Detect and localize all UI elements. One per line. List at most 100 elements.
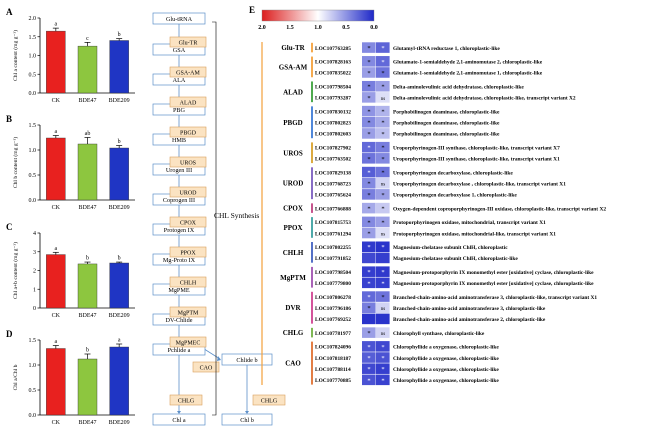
enzyme-box (252, 394, 286, 406)
heatmap-cell (362, 313, 376, 325)
significance-mark: * (367, 355, 370, 362)
metabolite-label: Chl a (172, 417, 185, 424)
significance-mark: * (367, 366, 370, 373)
y-tick-label: 0.0 (29, 91, 37, 97)
enzyme-group-label: CPOX (283, 205, 303, 213)
significance-mark: * (367, 109, 370, 116)
gene-id: LOC107765624 (315, 193, 351, 199)
y-tick-label: 1.5 (29, 338, 37, 344)
gene-description: Uroporphyrinogen-III synthase, chloropla… (393, 157, 560, 163)
enzyme-box (192, 361, 220, 373)
x-tick-label: CK (52, 313, 61, 319)
metabolite-label: PBG (173, 107, 186, 114)
gene-id: LOC107798504 (315, 270, 351, 276)
gene-id: LOC107763502 (315, 157, 351, 163)
enzyme-label: CHLG (178, 399, 195, 405)
enzyme-label: ALAD (180, 101, 197, 107)
significance-mark: * (367, 45, 370, 52)
bar-chart-d: 0.0 0.5 1.0 1.5 Chl a/Chl b a CK b BDE47 a BDE209 (13, 338, 135, 426)
significance-mark: * (367, 269, 370, 276)
enzyme-group-label: PBGD (283, 119, 302, 127)
gene-id: LOC107798504 (315, 84, 351, 90)
enzyme-label: PPOX (180, 251, 196, 257)
gene-id: LOC107830132 (315, 109, 351, 115)
heatmap-cell (376, 277, 390, 289)
enzyme-box (169, 246, 207, 258)
heatmap-cell (376, 252, 390, 264)
y-tick-label: 1.5 (29, 35, 37, 41)
metabolite-label: Chl b (240, 417, 254, 424)
arrow-head (177, 411, 181, 414)
heatmap-cell (376, 166, 390, 178)
heatmap-cell (376, 117, 390, 128)
heatmap-cell (376, 128, 390, 139)
metabolite-label: GSA (173, 47, 186, 54)
gene-id: LOC107802255 (315, 245, 351, 251)
significance-mark: * (381, 377, 384, 384)
significance-mark: * (367, 377, 370, 384)
panel-label-e: E (249, 5, 255, 15)
enzyme-box (169, 126, 207, 138)
heatmap-cell (362, 177, 376, 189)
x-tick-label: CK (52, 205, 61, 211)
heatmap-cell (362, 42, 376, 53)
significance-letter: a (54, 246, 57, 252)
heatmap-cell (376, 327, 390, 338)
significance-letter: a (54, 339, 57, 345)
colorbar-tick-label: 0.5 (342, 25, 350, 31)
significance-mark: * (381, 145, 384, 152)
significance-mark: ns (381, 183, 386, 188)
panel-label-a: A (6, 7, 13, 17)
gene-id: LOC107818187 (315, 356, 351, 362)
significance-mark: * (367, 192, 370, 199)
gene-description: Protoporphyrinogen oxidase, mitochondria… (393, 231, 556, 237)
gene-id: LOC107781977 (315, 331, 351, 337)
pathway-connector (204, 349, 221, 360)
enzyme-label: UROS (180, 161, 196, 167)
enzyme-box (169, 96, 207, 108)
significance-mark: * (381, 280, 384, 287)
heatmap-cell (362, 92, 376, 103)
metabolite-label: ALA (173, 77, 186, 84)
panel-label-d: D (6, 329, 13, 339)
heatmap-cell (362, 117, 376, 128)
heatmap-cell (362, 327, 376, 338)
significance-letter: a (54, 22, 57, 28)
enzyme-box (169, 276, 207, 288)
colorbar-tick-label: 0.0 (370, 25, 378, 31)
heatmap-cell (362, 216, 376, 228)
y-tick-label: 0 (33, 306, 36, 312)
metabolite-label: Pchlide a (168, 347, 191, 354)
significance-mark: * (381, 344, 384, 351)
gene-description: Delta-aminolevulinic acid dehydratase, c… (393, 96, 576, 102)
heatmap-cell (376, 216, 390, 228)
gene-description: Chlorophyllide a oxygenase, chloroplasti… (393, 378, 499, 384)
colorbar-tick-label: 1.0 (314, 25, 322, 31)
significance-mark: * (381, 59, 384, 66)
enzyme-label: CHLG (261, 399, 278, 405)
metabolite-label: Protogen IX (164, 227, 195, 234)
gene-description: Chlorophyll synthase, chloroplastic-like (393, 331, 485, 337)
heatmap-cell (376, 341, 390, 352)
x-tick-label: BDE209 (109, 98, 130, 104)
significance-mark: * (381, 84, 384, 91)
enzyme-box (169, 216, 207, 228)
bar-ck (46, 30, 66, 94)
enzyme-group-label: UROD (283, 180, 304, 188)
enzyme-group-label: DVR (285, 304, 301, 312)
enzyme-box (169, 66, 207, 78)
heatmap-cell (376, 266, 390, 277)
significance-mark: * (367, 219, 370, 226)
synthesis-bracket (212, 21, 217, 416)
significance-mark: * (381, 269, 384, 276)
arrow-head (217, 356, 221, 361)
gene-id: LOC107828163 (315, 60, 351, 66)
significance-mark: * (367, 344, 370, 351)
heatmap-cell (376, 363, 390, 374)
significance-mark: * (381, 70, 384, 77)
heatmap-cell (376, 67, 390, 78)
gene-description: Porphobilinogen deaminase, chloroplastic… (393, 109, 500, 115)
gene-id: LOC107835022 (315, 71, 351, 77)
gene-description: Glutamate-1-semialdehyde 2,1-aminomutase… (393, 60, 543, 66)
enzyme-group-label: UROS (283, 149, 303, 157)
